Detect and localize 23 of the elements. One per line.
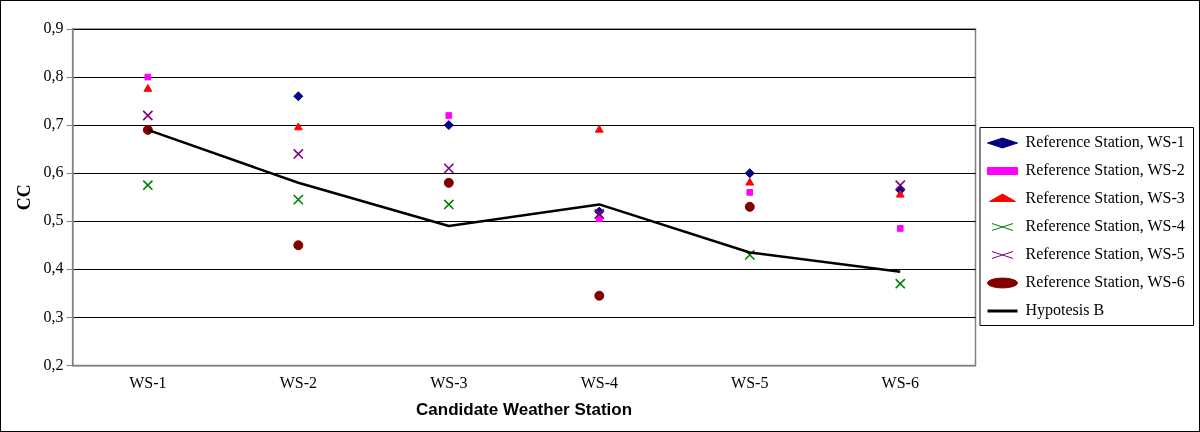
y-tick-label: 0,4 bbox=[43, 259, 64, 277]
x-axis-title: Candidate Weather Station bbox=[416, 400, 633, 420]
x-tick-label: WS-6 bbox=[881, 374, 919, 392]
legend-label: Reference Station, WS-6 bbox=[1025, 273, 1185, 291]
y-tick-label: 0,2 bbox=[43, 355, 64, 373]
y-tick-label: 0,8 bbox=[43, 67, 64, 85]
legend-label: Reference Station, WS-4 bbox=[1025, 217, 1185, 235]
y-tick-label: 0,7 bbox=[43, 115, 64, 133]
y-tick-label: 0,9 bbox=[43, 19, 64, 37]
x-tick-label: WS-2 bbox=[279, 374, 317, 392]
legend-label: Reference Station, WS-2 bbox=[1025, 161, 1185, 179]
legend-label: Reference Station, WS-3 bbox=[1025, 189, 1185, 207]
y-tick-label: 0,5 bbox=[43, 211, 64, 229]
y-tick-label: 0,3 bbox=[43, 307, 64, 325]
x-tick-label: WS-4 bbox=[580, 374, 618, 392]
y-tick-label: 0,6 bbox=[43, 163, 64, 181]
legend-label: Reference Station, WS-5 bbox=[1025, 245, 1185, 263]
y-axis-title: CC bbox=[14, 184, 35, 211]
x-tick-label: WS-5 bbox=[731, 374, 769, 392]
x-tick-label: WS-3 bbox=[430, 374, 468, 392]
x-tick-label: WS-1 bbox=[129, 374, 167, 392]
legend-label: Hypotesis B bbox=[1025, 301, 1105, 320]
legend-label: Reference Station, WS-1 bbox=[1025, 133, 1185, 151]
